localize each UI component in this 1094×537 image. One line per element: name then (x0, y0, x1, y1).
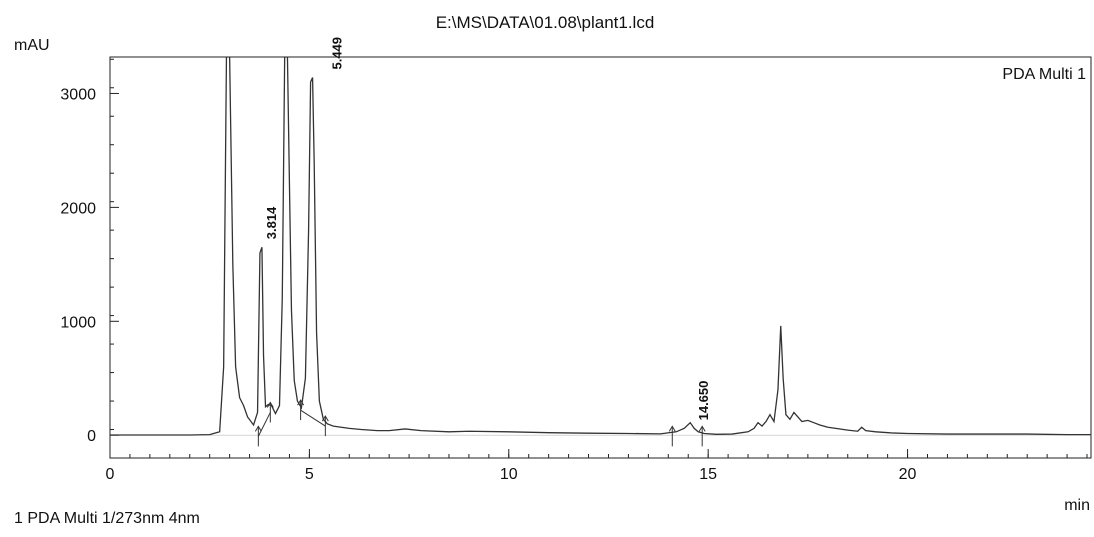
integration-baseline (300, 409, 326, 427)
x-tick-label: 0 (106, 466, 115, 483)
integration-arrowhead (668, 425, 676, 432)
integration-arrowhead (266, 401, 274, 408)
plot-area: 0 5 10 15 20 0 1000 2000 3000 3.814 5.449 14.650 (60, 37, 1092, 483)
integration-arrowhead (254, 425, 262, 432)
integration-arrowhead (321, 415, 329, 422)
peak-label: 14.650 (696, 381, 711, 421)
x-axis-label: min (1064, 497, 1090, 514)
x-tick-label: 20 (899, 466, 917, 483)
x-tick-label: 10 (500, 466, 518, 483)
y-tick-label: 2000 (60, 200, 96, 217)
x-tick-label: 5 (305, 466, 314, 483)
peak-label: 3.814 (264, 206, 279, 239)
y-tick-label: 0 (87, 428, 96, 445)
integration-baseline (257, 412, 271, 437)
peak-label: 5.449 (329, 37, 344, 70)
chart-title: E:\MS\DATA\01.08\plant1.lcd (436, 13, 655, 32)
channel-footer-label: 1 PDA Multi 1/273nm 4nm (14, 510, 200, 527)
legend-label: PDA Multi 1 (1002, 66, 1086, 83)
x-tick-label: 15 (699, 466, 717, 483)
y-tick-label: 3000 (60, 86, 96, 103)
y-axis-label: mAU (14, 37, 50, 54)
y-tick-label: 1000 (60, 314, 96, 331)
integration-arrowhead (698, 425, 706, 432)
series-line-0 (110, 57, 1091, 436)
integration-arrowhead (297, 399, 305, 406)
plot-frame (109, 56, 1092, 459)
